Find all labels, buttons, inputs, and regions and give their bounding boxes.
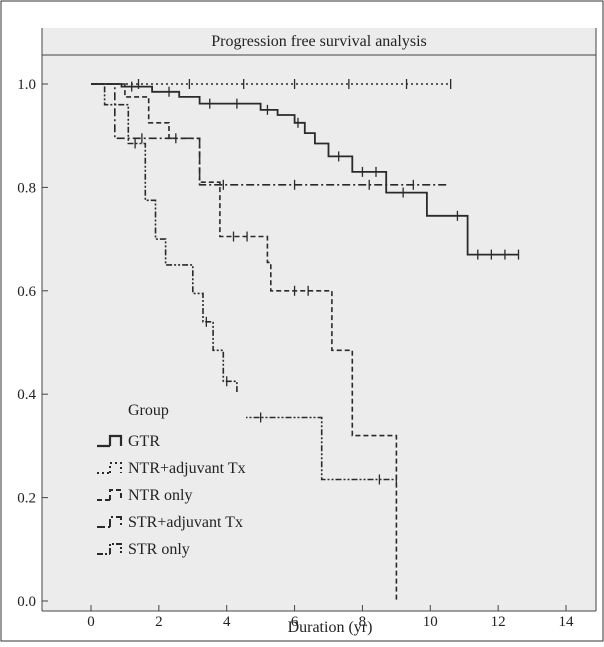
legend-entry-label: STR+adjuvant Tx (128, 514, 243, 531)
y-tick-label: 0.4 (17, 387, 36, 403)
y-tick-label: 0.8 (17, 180, 36, 196)
legend-swatch (97, 543, 122, 555)
legend: Group GTR NTR+adjuvant Tx NTR only STR+adju… (96, 392, 246, 597)
legend-entry-label: GTR (128, 433, 160, 450)
legend-title: Group (128, 402, 169, 419)
legend-swatch (97, 462, 122, 474)
series-line-gtr (91, 83, 519, 256)
x-tick-label: 12 (491, 614, 506, 630)
x-tick-label: 8 (359, 614, 367, 630)
chart-title: Progression free survival analysis (211, 33, 427, 50)
x-tick-label: 2 (155, 614, 163, 630)
legend-entry-label: NTR+adjuvant Tx (128, 460, 246, 477)
x-tick-label: 10 (423, 614, 438, 630)
series-line-ntr-only (91, 83, 398, 601)
x-tick-label: 6 (291, 614, 299, 630)
y-axis-ticks: 0.0 0.2 0.4 0.6 0.8 1.0 (17, 77, 48, 610)
x-tick-label: 14 (559, 614, 575, 630)
y-tick-label: 0.6 (17, 284, 36, 300)
legend-entry-label: NTR only (128, 487, 192, 504)
legend-swatch (97, 516, 122, 528)
legend-swatch (97, 489, 122, 501)
y-tick-label: 0.2 (17, 491, 36, 507)
x-tick-label: 4 (223, 614, 231, 630)
series-line-str-only (91, 83, 397, 481)
legend-entry-label: STR only (128, 541, 190, 558)
x-tick-label: 0 (87, 614, 95, 630)
legend-swatch (97, 434, 123, 448)
x-axis-label: Duration (yr) (288, 619, 373, 636)
y-tick-label: 0.0 (17, 594, 36, 610)
survival-curves (91, 79, 520, 601)
y-tick-label: 1.0 (17, 77, 36, 93)
series-line-str-adjuvant-tx (91, 83, 448, 186)
x-axis-ticks: 0 2 4 6 8 10 12 14 (87, 605, 574, 630)
